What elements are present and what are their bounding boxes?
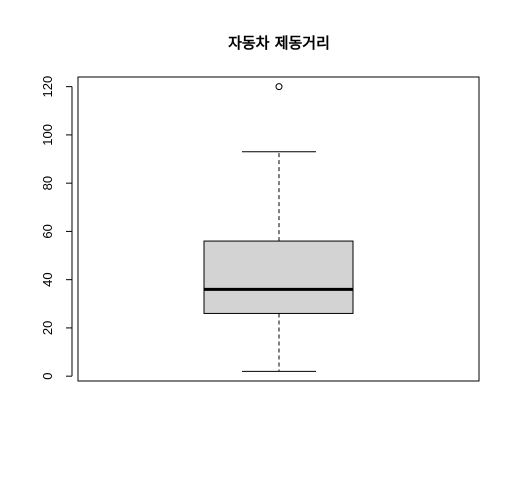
y-tick-label: 80 (40, 176, 55, 190)
y-tick-label: 100 (40, 124, 55, 146)
y-axis: 0 20 40 60 80 100 120 (40, 76, 73, 380)
iqr-box (203, 240, 354, 314)
y-tick-label: 20 (40, 321, 55, 335)
box-group (203, 83, 354, 372)
y-tick-label: 120 (40, 76, 55, 98)
y-tick-label: 40 (40, 272, 55, 286)
y-tick-label: 60 (40, 224, 55, 238)
outlier-point (275, 83, 283, 91)
chart-title: 자동차 제동거리 (228, 34, 330, 52)
y-tick-label: 0 (40, 373, 55, 380)
plot-frame (77, 76, 480, 382)
